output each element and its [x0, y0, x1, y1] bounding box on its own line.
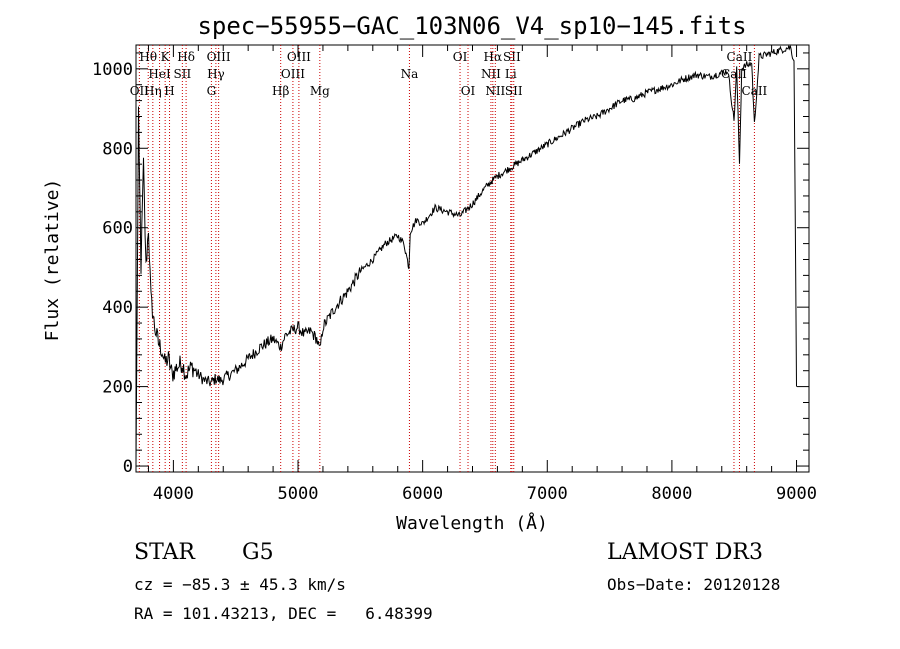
- marker-label-19: Hα: [484, 50, 503, 64]
- axis-ticks: [136, 45, 809, 472]
- marker-label-16: OI: [453, 50, 468, 64]
- marker-label-20: NII: [485, 84, 505, 98]
- y-tick-label: 600: [102, 219, 133, 239]
- marker-label-0: OII: [130, 84, 150, 98]
- marker-label-1: Hθ: [139, 50, 157, 64]
- y-tick-label: 200: [102, 378, 133, 398]
- marker-label-10: OIII: [207, 50, 231, 64]
- coordinates: RA = 101.43213, DEC = 6.48399: [134, 604, 433, 623]
- tick-labels: 4000 5000 6000 7000 8000 9000 0 200 400 600 800 100…: [92, 60, 817, 504]
- marker-label-26: CaII: [741, 84, 767, 98]
- marker-label-13: OIII: [287, 50, 311, 64]
- survey-name: LAMOST DR3: [607, 540, 763, 565]
- marker-label-17: OI: [461, 84, 476, 98]
- object-subclass: G5: [242, 540, 274, 565]
- x-tick-label: 9000: [776, 484, 817, 504]
- marker-label-5: H: [164, 84, 174, 98]
- chart-title: spec−55955−GAC_103N06_V4_sp10−145.fits: [197, 12, 746, 40]
- marker-label-21: Li: [505, 67, 517, 81]
- marker-label-18: NII: [481, 67, 501, 81]
- marker-label-8: G: [207, 84, 217, 98]
- marker-label-22: SII: [503, 50, 521, 64]
- obs-date: Obs−Date: 20120128: [607, 575, 781, 594]
- marker-label-23: SII: [505, 84, 523, 98]
- line-markers: OIIHθHηHeIKHSIIHδGHγOIIIHβOIIIOIIIMgNaOI…: [130, 45, 768, 472]
- x-tick-label: 6000: [402, 484, 443, 504]
- marker-label-6: SII: [174, 67, 192, 81]
- y-axis-label: Flux (relative): [42, 179, 63, 342]
- marker-label-14: Mg: [310, 84, 330, 98]
- y-tick-label: 800: [102, 139, 133, 159]
- redshift-text: cz = −85.3 ± 45.3 km/s: [134, 575, 346, 594]
- marker-label-12: OIII: [281, 67, 305, 81]
- x-tick-label: 7000: [527, 484, 568, 504]
- x-axis-label: Wavelength (Å): [396, 512, 548, 534]
- object-class: STAR: [134, 540, 195, 565]
- marker-label-9: Hγ: [207, 67, 225, 81]
- y-tick-label: 0: [123, 457, 133, 477]
- marker-label-24: CaII: [721, 67, 747, 81]
- spectrum-line: [135, 45, 797, 464]
- y-tick-label: 1000: [92, 60, 133, 80]
- marker-label-7: Hδ: [177, 50, 195, 64]
- marker-label-2: Hη: [144, 84, 162, 98]
- marker-label-11: Hβ: [272, 84, 289, 98]
- y-tick-label: 400: [102, 298, 133, 318]
- marker-label-4: K: [161, 50, 171, 64]
- plot-frame: [135, 44, 810, 473]
- marker-label-3: HeI: [148, 67, 171, 81]
- marker-label-15: Na: [401, 67, 419, 81]
- marker-label-25: CaII: [727, 50, 753, 64]
- x-tick-label: 4000: [153, 484, 194, 504]
- x-tick-label: 5000: [278, 484, 319, 504]
- x-tick-label: 8000: [651, 484, 692, 504]
